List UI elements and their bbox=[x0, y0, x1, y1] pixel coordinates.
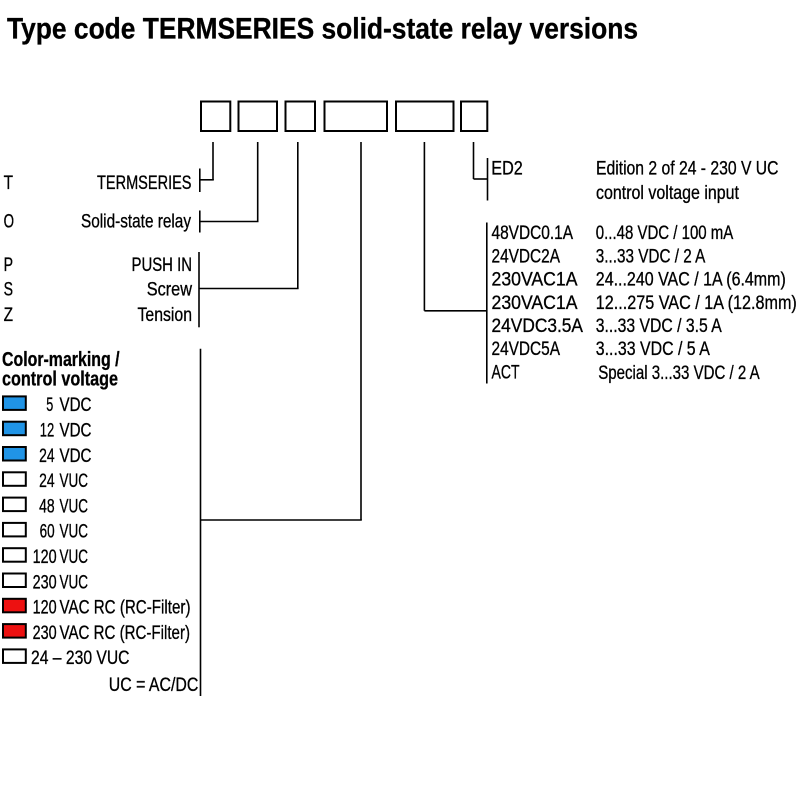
svg-text:ED2: ED2 bbox=[491, 158, 523, 180]
svg-text:control voltage: control voltage bbox=[2, 367, 118, 390]
svg-text:VDC: VDC bbox=[60, 420, 92, 442]
svg-text:VUC: VUC bbox=[60, 571, 89, 593]
svg-text:3...33 VDC / 3.5 A: 3...33 VDC / 3.5 A bbox=[596, 315, 722, 337]
svg-text:Edition 2 of 24 - 230 V UC: Edition 2 of 24 - 230 V UC bbox=[596, 158, 779, 180]
svg-text:120: 120 bbox=[33, 597, 57, 619]
svg-text:24VDC2A: 24VDC2A bbox=[492, 245, 561, 267]
svg-text:UC = AC/DC: UC = AC/DC bbox=[109, 674, 199, 696]
svg-text:TERMSERIES: TERMSERIES bbox=[97, 172, 192, 194]
svg-text:S: S bbox=[4, 278, 13, 300]
svg-text:Z: Z bbox=[4, 304, 13, 326]
svg-text:Type code TERMSERIES solid-sta: Type code TERMSERIES solid-state relay v… bbox=[7, 13, 638, 46]
svg-text:T: T bbox=[4, 172, 13, 194]
svg-text:12: 12 bbox=[40, 420, 55, 442]
svg-text:24VDC3.5A: 24VDC3.5A bbox=[492, 315, 584, 337]
svg-text:Solid-state relay: Solid-state relay bbox=[81, 211, 191, 233]
svg-text:3...33 VDC / 5 A: 3...33 VDC / 5 A bbox=[596, 338, 710, 360]
svg-text:230: 230 bbox=[33, 622, 57, 644]
svg-text:VDC: VDC bbox=[60, 445, 92, 467]
svg-text:O: O bbox=[4, 211, 14, 233]
svg-text:P: P bbox=[4, 254, 13, 276]
svg-text:VAC RC (RC-Filter): VAC RC (RC-Filter) bbox=[60, 597, 191, 619]
svg-text:230: 230 bbox=[33, 571, 57, 593]
svg-text:VUC: VUC bbox=[60, 470, 89, 492]
svg-text:Color-marking /: Color-marking / bbox=[2, 348, 120, 371]
svg-text:PUSH IN: PUSH IN bbox=[132, 254, 193, 276]
svg-text:ACT: ACT bbox=[492, 361, 520, 383]
svg-text:24VDC5A: 24VDC5A bbox=[492, 338, 561, 360]
svg-text:VUC: VUC bbox=[60, 546, 89, 568]
svg-text:Screw: Screw bbox=[147, 278, 193, 300]
svg-text:VUC: VUC bbox=[60, 521, 89, 543]
svg-text:120: 120 bbox=[33, 546, 57, 568]
svg-text:24: 24 bbox=[39, 445, 55, 467]
svg-text:12...275 VAC / 1A (12.8mm): 12...275 VAC / 1A (12.8mm) bbox=[596, 292, 797, 314]
svg-text:48VDC0.1A: 48VDC0.1A bbox=[492, 222, 574, 244]
svg-text:Special 3...33 VDC / 2 A: Special 3...33 VDC / 2 A bbox=[598, 362, 760, 384]
svg-text:5: 5 bbox=[46, 394, 53, 416]
svg-text:230VAC1A: 230VAC1A bbox=[492, 269, 578, 291]
svg-text:24 – 230 VUC: 24 – 230 VUC bbox=[31, 647, 130, 669]
svg-text:Tension: Tension bbox=[138, 304, 193, 326]
svg-text:VAC RC (RC-Filter): VAC RC (RC-Filter) bbox=[60, 622, 191, 644]
svg-text:24: 24 bbox=[39, 470, 55, 492]
svg-text:VUC: VUC bbox=[60, 495, 89, 517]
svg-text:3...33 VDC / 2 A: 3...33 VDC / 2 A bbox=[596, 245, 706, 267]
svg-text:24...240 VAC / 1A (6.4mm): 24...240 VAC / 1A (6.4mm) bbox=[596, 269, 786, 291]
svg-text:60: 60 bbox=[40, 521, 55, 543]
svg-text:48: 48 bbox=[39, 495, 55, 517]
svg-text:VDC: VDC bbox=[60, 394, 92, 416]
svg-text:0...48 VDC / 100 mA: 0...48 VDC / 100 mA bbox=[596, 222, 734, 244]
svg-text:230VAC1A: 230VAC1A bbox=[492, 292, 578, 314]
svg-text:control voltage input: control voltage input bbox=[596, 182, 739, 204]
